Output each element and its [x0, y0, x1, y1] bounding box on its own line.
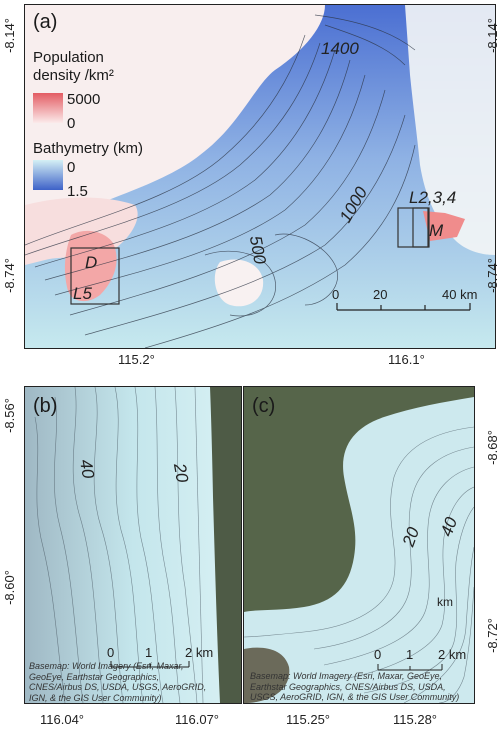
- scale-bar-c: [377, 664, 443, 671]
- panel-c-km-label: km: [437, 595, 453, 609]
- contour-label-1400: 1400: [321, 39, 359, 58]
- scale-bar-b: [110, 661, 190, 668]
- panel-c-south-land: [244, 647, 290, 703]
- panel-c-contours: [244, 426, 474, 703]
- scale-a-tick-0: 0: [332, 287, 340, 302]
- scale-b-tick-1: 1: [145, 645, 153, 660]
- panel-b-basemap-credit: Basemap: World Imagery (Esri, Maxar, Geo…: [29, 661, 206, 703]
- bathymetry-max-label: 1.5: [67, 183, 88, 200]
- panel-c-lon-tick-left: 115.25°: [286, 712, 330, 727]
- site-label-l234: L2,3,4: [409, 188, 457, 207]
- panel-b-coast-land: [210, 387, 241, 703]
- region-box-d: [70, 247, 120, 305]
- panel-c-credit-line-2: Earthstar Geographics, CNES/Airbus DS, U…: [250, 681, 446, 692]
- panel-c-credit-line-3: USGS, AeroGRID, IGN, & the GIS User Comm…: [250, 692, 460, 702]
- scale-bar-a: [336, 303, 471, 311]
- bathymetry-min-label: 0: [67, 159, 76, 176]
- scale-a-tick-20: 20: [373, 287, 388, 302]
- population-legend-title-line2: density /km²: [33, 67, 114, 84]
- population-max-label: 5000: [67, 91, 101, 108]
- panel-b-lon-tick-left: 116.04°: [40, 712, 84, 727]
- panel-b-credit-line-3: CNES/Airbus DS, USDA, USGS, AeroGRID,: [29, 682, 207, 692]
- population-min-label: 0: [67, 115, 76, 132]
- panel-b-lat-tick-bottom: -8.60°: [1, 570, 17, 605]
- panel-b-map-graphic: [25, 387, 241, 703]
- panel-a-lat-tick-bottom-right: -8.74°: [484, 258, 500, 293]
- panel-c-lat-tick-top: -8.68°: [484, 430, 500, 465]
- panel-c-map: (c) 20 40 km 0 1 2 km Basemap: World Ima…: [243, 386, 475, 704]
- nusa-penida: [214, 259, 264, 307]
- panel-b-credit-line-2: GeoEye, Earthstar Geographics,: [29, 671, 160, 682]
- panel-c-land: [244, 387, 474, 612]
- site-label-l5: L5: [73, 284, 92, 303]
- panel-b-contour-40: 40: [75, 457, 98, 480]
- panel-b-credit-line-1: Basemap: World Imagery (Esri, Maxar,: [29, 661, 184, 671]
- site-label-m: M: [429, 221, 444, 240]
- panel-a-lat-tick-top: -8.14°: [1, 18, 17, 53]
- bali-island: [25, 5, 325, 240]
- panel-b-lat-tick-top: -8.56°: [1, 398, 17, 433]
- panel-b-lon-tick-right: 116.07°: [175, 712, 219, 727]
- scale-c-tick-0: 0: [374, 647, 382, 662]
- panel-b-label: (b): [33, 395, 58, 417]
- panel-c-label: (c): [252, 395, 276, 417]
- panel-a-label: (a): [33, 11, 58, 33]
- panel-c-credit-line-1: Basemap: World Imagery (Esri, Maxar, Geo…: [250, 671, 443, 681]
- scale-b-tick-0: 0: [107, 645, 115, 660]
- panel-a-map: (a) Population density /km² 5000 0 Bathy…: [24, 4, 496, 349]
- panel-b-credit-line-4: IGN, & the GIS User Community): [29, 692, 162, 703]
- panel-a-map-graphic: [25, 5, 495, 348]
- panel-b-map: (b) 40 20 0 1 2 km Basemap: World Imager…: [24, 386, 242, 704]
- population-colorbar: [33, 93, 63, 123]
- scale-a-tick-40: 40 km: [442, 287, 478, 302]
- panel-b-contour-20: 20: [169, 461, 192, 484]
- panel-a-lat-tick-top-right: -8.14°: [484, 18, 500, 53]
- panel-c-lon-tick-right: 115.28°: [393, 712, 437, 727]
- panel-c-lat-tick-bottom: -8.72°: [484, 618, 500, 653]
- site-label-d: D: [85, 253, 98, 272]
- panel-a-lat-tick-bottom: -8.74°: [1, 258, 17, 293]
- scale-c-tick-2: 2 km: [438, 647, 467, 662]
- scale-c-tick-1: 1: [406, 647, 414, 662]
- bathymetry-colorbar: [33, 160, 63, 190]
- bathymetry-legend-title: Bathymetry (km): [33, 140, 144, 157]
- panel-c-basemap-credit: Basemap: World Imagery (Esri, Maxar, Geo…: [250, 671, 459, 703]
- population-legend-title-line1: Population: [33, 49, 104, 66]
- panel-b-sea: [25, 387, 241, 703]
- panel-a-lon-tick-left: 115.2°: [118, 352, 155, 367]
- bathymetry-contours: [25, 14, 416, 348]
- lombok-island: [405, 5, 495, 255]
- region-box-l234-right: [412, 207, 430, 248]
- mataram-urban: [423, 211, 465, 241]
- panel-c-map-graphic: [244, 387, 474, 703]
- scale-b-tick-2: 2 km: [185, 645, 214, 660]
- panel-a-lon-tick-right: 116.1°: [388, 352, 425, 367]
